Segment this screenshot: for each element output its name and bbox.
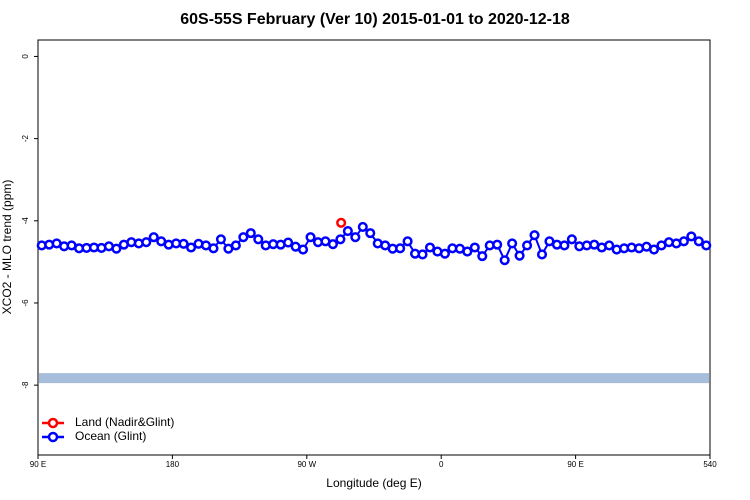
point	[245, 228, 256, 239]
point	[357, 221, 368, 233]
point	[701, 240, 712, 251]
point	[327, 239, 338, 250]
x-axis-label: Longitude (deg E)	[326, 476, 421, 490]
point	[492, 239, 503, 250]
point	[648, 244, 660, 255]
point	[522, 240, 533, 251]
point	[469, 242, 480, 253]
point	[604, 240, 615, 251]
point	[238, 232, 249, 243]
y-tick-label: -6	[21, 299, 30, 307]
legend-marker	[47, 431, 59, 443]
point	[186, 242, 197, 253]
x-tick-label: 540	[703, 460, 717, 469]
point	[439, 248, 450, 259]
point	[566, 234, 577, 245]
point	[559, 240, 570, 251]
point	[536, 249, 548, 260]
point	[148, 232, 159, 243]
x-tick-label: 90 E	[30, 460, 46, 469]
point	[350, 232, 361, 243]
point	[499, 255, 510, 266]
point	[678, 236, 689, 247]
y-tick-label: 0	[21, 54, 30, 59]
point	[305, 232, 316, 243]
point	[253, 234, 264, 245]
x-tick-label: 90 W	[297, 460, 316, 469]
y-tick-label: -8	[21, 381, 30, 389]
point	[141, 237, 152, 248]
point	[111, 243, 122, 254]
point	[402, 236, 413, 247]
point	[686, 231, 697, 242]
point	[529, 230, 540, 241]
point	[230, 240, 241, 251]
point	[507, 238, 518, 249]
x-tick-label: 180	[166, 460, 180, 469]
point	[395, 243, 406, 254]
legend-marker	[47, 417, 59, 429]
point	[462, 246, 473, 257]
point	[424, 242, 436, 253]
x-tick-label: 0	[439, 460, 444, 469]
point	[283, 237, 294, 248]
legend-label: Ocean (Glint)	[75, 429, 146, 443]
chart-title: 60S-55S February (Ver 10) 2015-01-01 to …	[180, 11, 570, 28]
point	[365, 228, 376, 239]
x-tick-label: 90 E	[567, 460, 583, 469]
point	[208, 243, 219, 254]
point	[342, 226, 353, 237]
y-axis-label: XCO2 - MLO trend (ppm)	[0, 180, 14, 315]
y-tick-label: -2	[21, 135, 30, 143]
y-tick-label: -4	[21, 217, 30, 225]
legend-label: Land (Nadir&Glint)	[75, 415, 174, 429]
point	[298, 244, 309, 255]
point	[417, 249, 428, 260]
point	[477, 251, 488, 262]
point	[693, 236, 704, 247]
point	[514, 250, 525, 261]
point	[335, 234, 346, 245]
point	[178, 238, 189, 249]
point	[215, 234, 226, 245]
point	[336, 217, 347, 228]
